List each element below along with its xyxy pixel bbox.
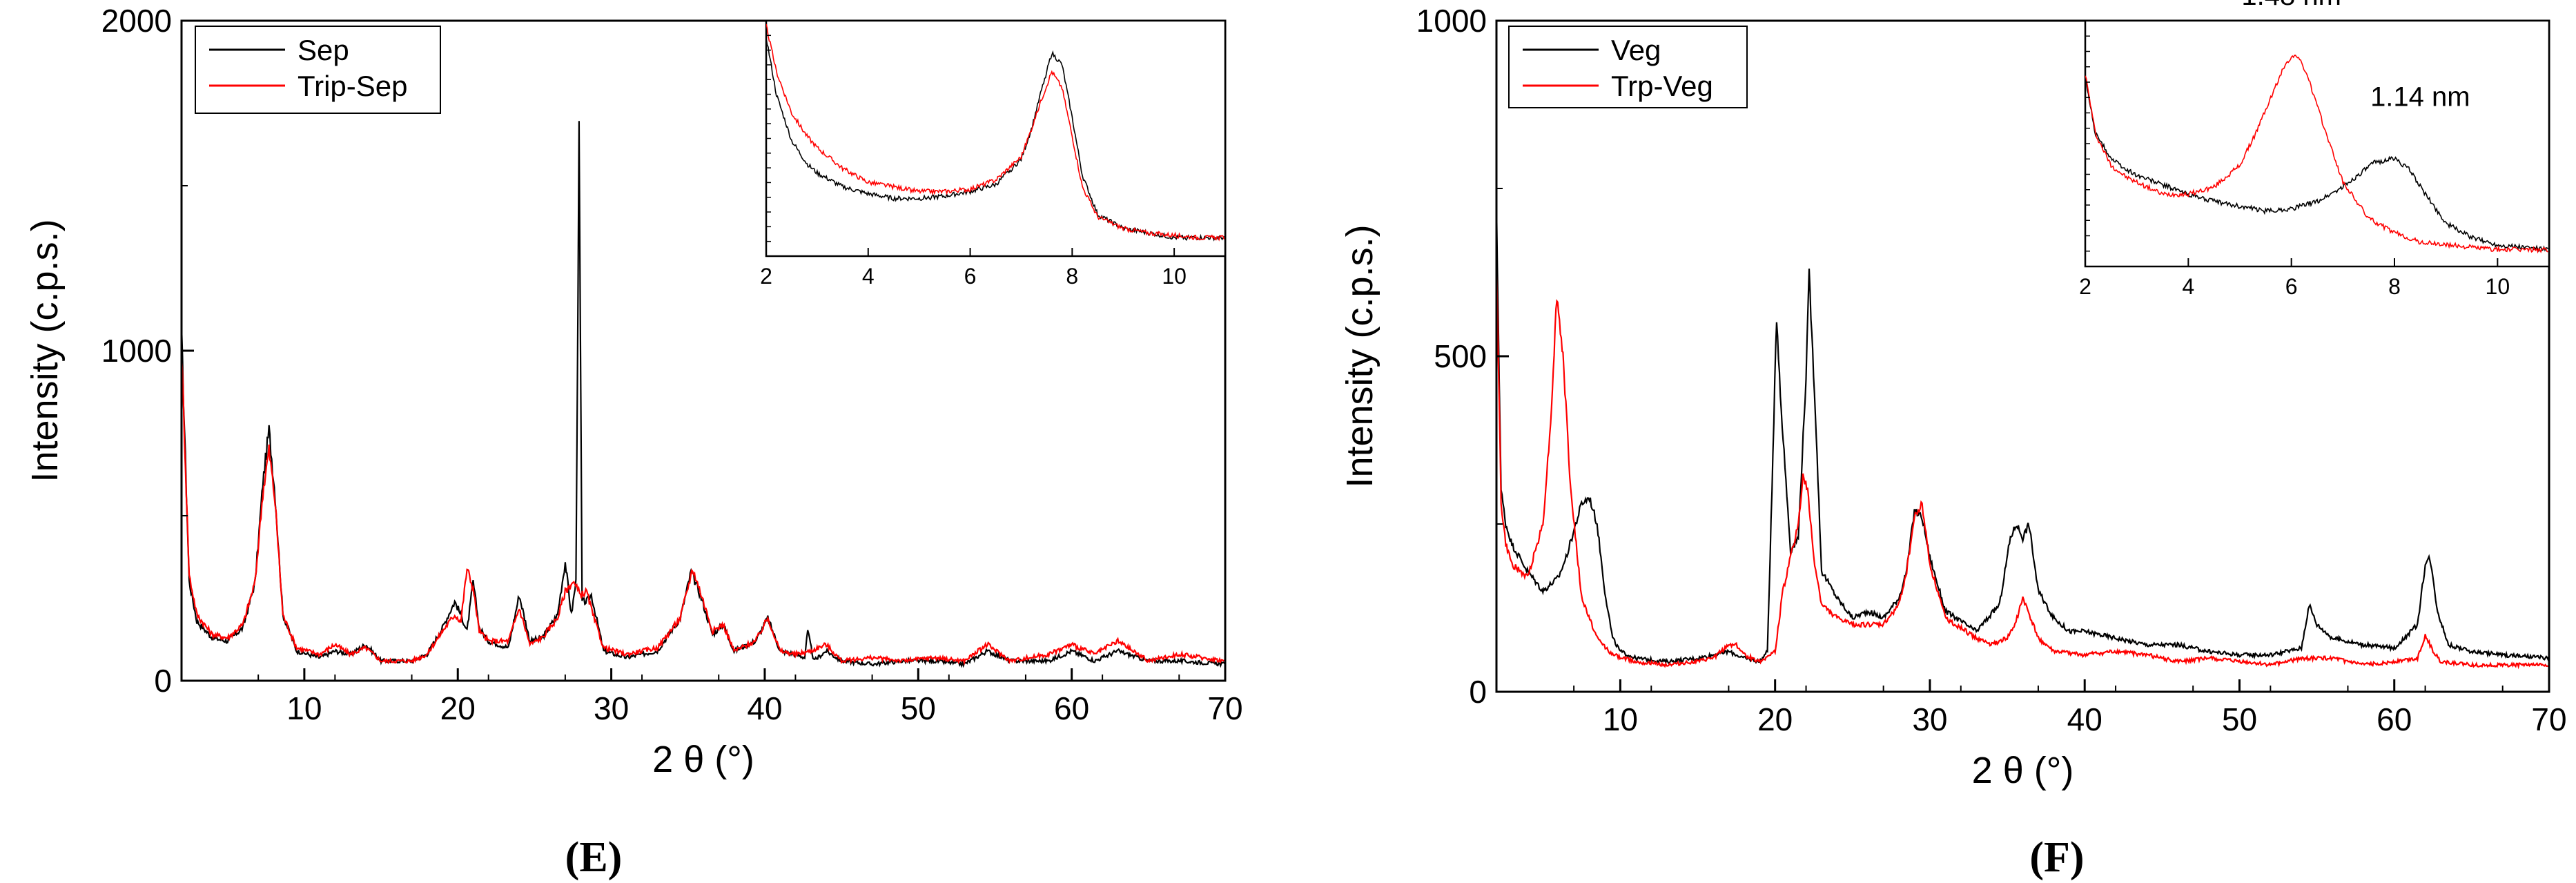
x-tick-label: 70 — [1207, 690, 1242, 726]
inset-x-tick-label: 2 — [760, 264, 772, 289]
inset-x-tick-label: 6 — [2285, 274, 2298, 299]
legend-box — [1508, 26, 1748, 108]
x-axis-label: 2 θ (°) — [652, 739, 754, 780]
inset-annotation: 1.14 nm — [2370, 82, 2470, 113]
y-tick-label: 0 — [1469, 674, 1487, 710]
x-tick-label: 40 — [747, 690, 782, 726]
x-tick-label: 30 — [1912, 701, 1947, 737]
chart-panel-f: 10 20 30 40 50 60 70 0 500 1000 2 θ (°) Intensity (… — [1339, 0, 2567, 791]
inset-x-tick-label: 4 — [2182, 274, 2194, 299]
inset-plot: 2 4 6 8 10 1.48 nm 1.14 nm — [2079, 0, 2550, 299]
inset-x-tick-label: 2 — [2079, 274, 2091, 299]
x-tick-label: 50 — [901, 690, 936, 726]
series-line-trip-sep — [182, 358, 1225, 666]
x-tick-label: 20 — [440, 690, 476, 726]
inset-x-tick-label: 8 — [2388, 274, 2401, 299]
legend-box — [195, 26, 441, 114]
x-tick-label: 40 — [2067, 701, 2102, 737]
x-tick-label: 70 — [2531, 701, 2566, 737]
panel-label-e: (E) — [565, 834, 623, 881]
x-tick-label: 10 — [1603, 701, 1638, 737]
series-line-veg — [1496, 202, 2549, 666]
y-axis-label: Intensity (c.p.s.) — [24, 219, 66, 482]
legend: Veg Trp-Veg — [1508, 26, 1748, 108]
legend-label-sep: Sep — [297, 34, 349, 66]
series-line-trp-veg — [1496, 260, 2549, 670]
x-tick-label: 50 — [2222, 701, 2257, 737]
inset-x-tick-label: 6 — [964, 264, 977, 289]
legend-label-trp-veg: Trp-Veg — [1611, 70, 1713, 102]
x-tick-label: 10 — [286, 690, 322, 726]
y-tick-label: 2000 — [101, 3, 172, 39]
y-tick-label: 0 — [154, 663, 172, 699]
y-tick-label: 500 — [1434, 338, 1487, 374]
legend-label-veg: Veg — [1611, 34, 1661, 66]
inset-x-tick-label: 10 — [2486, 274, 2510, 299]
panel-label-f: (F) — [2029, 834, 2084, 881]
inset-series-trip-sep — [766, 23, 1225, 242]
x-axis-label: 2 θ (°) — [1972, 750, 2074, 791]
inset-x-tick-label: 10 — [1162, 264, 1187, 289]
inset-series-veg — [2085, 78, 2548, 253]
inset-frame — [765, 19, 1227, 258]
inset-x-tick-label: 8 — [1066, 264, 1078, 289]
legend: Sep Trip-Sep — [195, 26, 441, 114]
y-tick-label: 1000 — [1416, 3, 1487, 39]
y-tick-label: 1000 — [101, 333, 172, 369]
inset-annotation: 1.48 nm — [2241, 0, 2341, 11]
x-tick-label: 20 — [1757, 701, 1793, 737]
inset-frame — [2084, 19, 2550, 268]
x-tick-label: 30 — [594, 690, 629, 726]
x-tick-label: 60 — [1054, 690, 1089, 726]
inset-plot: 2 4 6 8 10 — [760, 19, 1227, 289]
inset-series-trp-veg — [2085, 55, 2548, 254]
chart-panel-e: 10 20 30 40 50 60 70 0 1000 2000 2 θ (°) Intensity … — [24, 3, 1243, 780]
y-axis-label: Intensity (c.p.s.) — [1339, 224, 1380, 487]
x-tick-label: 60 — [2377, 701, 2412, 737]
inset-x-tick-label: 4 — [862, 264, 875, 289]
legend-label-trip-sep: Trip-Sep — [297, 70, 408, 102]
